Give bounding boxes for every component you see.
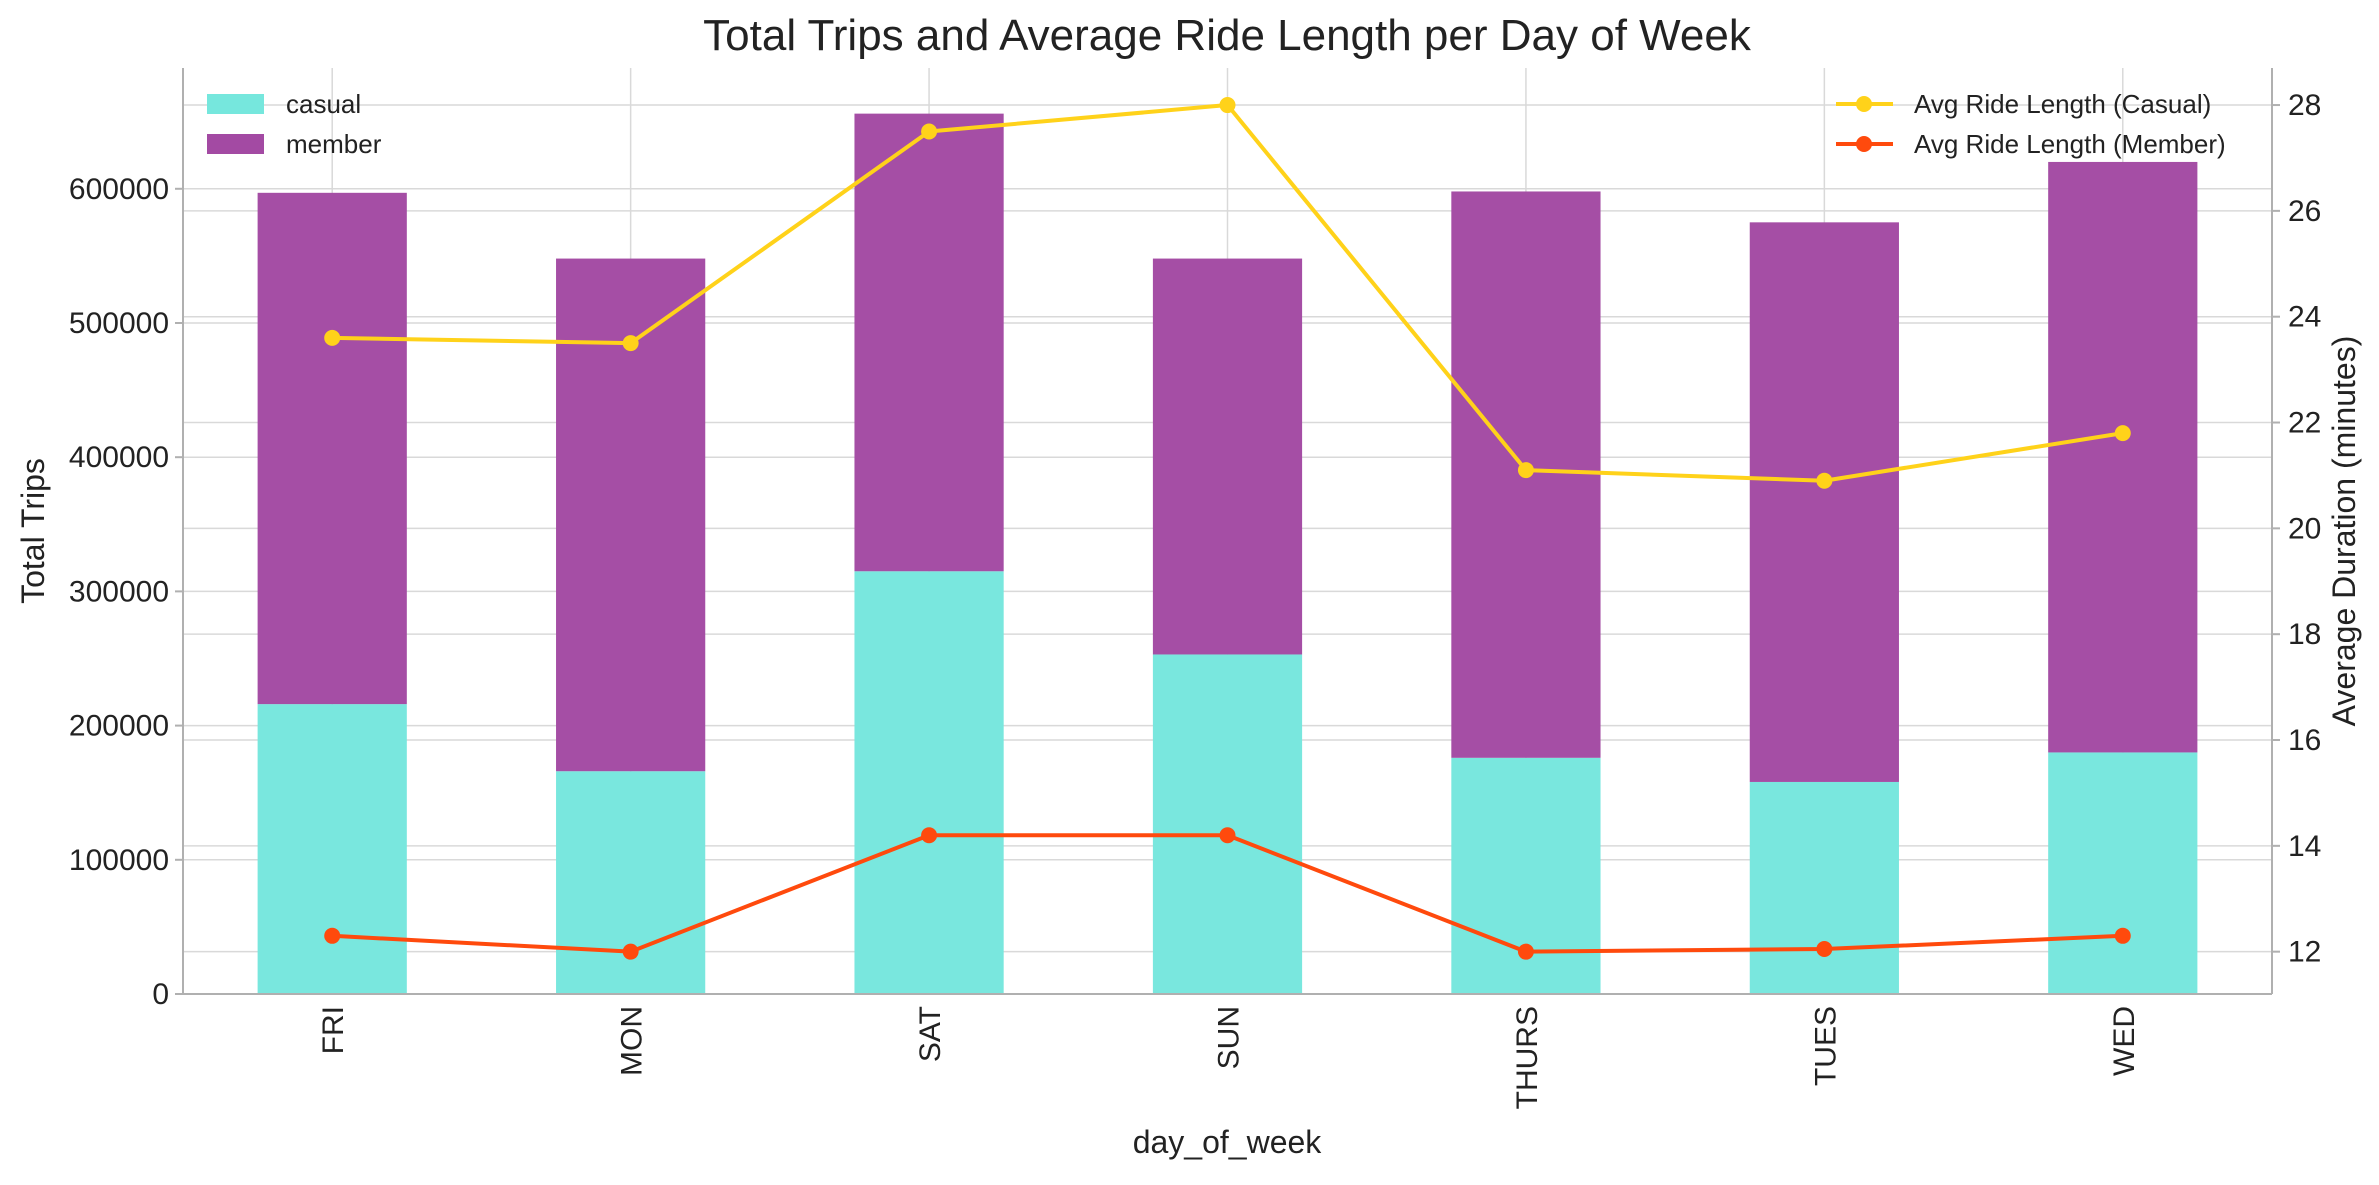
legend-swatch-casual bbox=[207, 94, 264, 114]
bar-casual-sat bbox=[854, 571, 1004, 994]
bar-member-wed bbox=[2048, 161, 2198, 753]
y-tick-label: 100000 bbox=[69, 844, 169, 877]
bar-legend: casual member bbox=[207, 89, 382, 159]
y2-tick-label: 18 bbox=[2288, 618, 2321, 651]
line-layer bbox=[324, 97, 2131, 960]
line-point-casual-wed bbox=[2114, 425, 2131, 442]
y-tick-label: 200000 bbox=[69, 710, 169, 743]
x-tick-label: FRI bbox=[317, 1006, 350, 1054]
line-point-casual-sun bbox=[1219, 97, 1236, 114]
line-point-member-mon bbox=[622, 943, 639, 960]
legend-label-casual: casual bbox=[286, 89, 361, 119]
y-tick-label: 0 bbox=[152, 978, 169, 1011]
bar-layer bbox=[257, 113, 2198, 994]
line-point-member-sun bbox=[1219, 827, 1236, 844]
legend-marker-casual bbox=[1856, 96, 1872, 112]
chart-title: Total Trips and Average Ride Length per … bbox=[703, 11, 1752, 60]
x-axis-label: day_of_week bbox=[1133, 1124, 1323, 1160]
y2-tick-label: 24 bbox=[2288, 301, 2321, 334]
legend-label-avg-casual: Avg Ride Length (Casual) bbox=[1914, 89, 2211, 119]
line-point-member-thurs bbox=[1517, 943, 1534, 960]
bar-member-fri bbox=[257, 192, 407, 705]
y-axis-label: Total Trips bbox=[15, 458, 51, 604]
bar-member-sat bbox=[854, 113, 1004, 572]
legend-swatch-member bbox=[207, 134, 264, 154]
line-point-casual-fri bbox=[324, 329, 341, 346]
legend-label-member: member bbox=[286, 129, 382, 159]
axis-layer: 0 100000 200000 300000 400000 500000 600000 12 1… bbox=[69, 68, 2321, 1109]
y2-tick-label: 16 bbox=[2288, 724, 2321, 757]
x-tick-label: WED bbox=[2108, 1006, 2141, 1076]
x-tick-label: THURS bbox=[1511, 1006, 1544, 1109]
bar-casual-wed bbox=[2048, 752, 2198, 994]
bar-member-sun bbox=[1152, 258, 1303, 655]
y2-axis-label: Average Duration (minutes) bbox=[2326, 336, 2362, 727]
y2-tick-label: 26 bbox=[2288, 195, 2321, 228]
line-point-casual-tues bbox=[1816, 472, 1833, 489]
line-point-member-wed bbox=[2114, 927, 2131, 944]
line-point-member-sat bbox=[921, 827, 938, 844]
bar-member-tues bbox=[1749, 222, 1899, 782]
x-tick-label: SAT bbox=[914, 1006, 947, 1062]
line-point-casual-mon bbox=[622, 335, 639, 352]
legend-label-avg-member: Avg Ride Length (Member) bbox=[1914, 129, 2226, 159]
line-legend: Avg Ride Length (Casual) Avg Ride Length… bbox=[1836, 89, 2226, 159]
line-point-casual-thurs bbox=[1517, 462, 1534, 479]
y-tick-label: 500000 bbox=[69, 307, 169, 340]
y2-tick-label: 22 bbox=[2288, 407, 2321, 440]
legend-marker-member bbox=[1856, 136, 1872, 152]
y-tick-label: 600000 bbox=[69, 173, 169, 206]
bar-casual-tues bbox=[1749, 781, 1899, 994]
line-point-member-fri bbox=[324, 927, 341, 944]
bar-casual-fri bbox=[257, 704, 407, 994]
y2-tick-label: 20 bbox=[2288, 512, 2321, 545]
x-tick-label: SUN bbox=[1213, 1006, 1246, 1069]
line-point-member-tues bbox=[1816, 941, 1833, 958]
y-tick-label: 300000 bbox=[69, 575, 169, 608]
x-tick-label: MON bbox=[616, 1006, 649, 1076]
y2-tick-label: 28 bbox=[2288, 89, 2321, 122]
x-tick-label: TUES bbox=[1809, 1006, 1842, 1086]
y2-tick-label: 12 bbox=[2288, 936, 2321, 969]
line-point-casual-sat bbox=[921, 123, 938, 140]
y-tick-label: 400000 bbox=[69, 441, 169, 474]
y2-tick-label: 14 bbox=[2288, 830, 2321, 863]
bar-casual-sun bbox=[1152, 654, 1303, 994]
bar-casual-mon bbox=[556, 771, 706, 994]
